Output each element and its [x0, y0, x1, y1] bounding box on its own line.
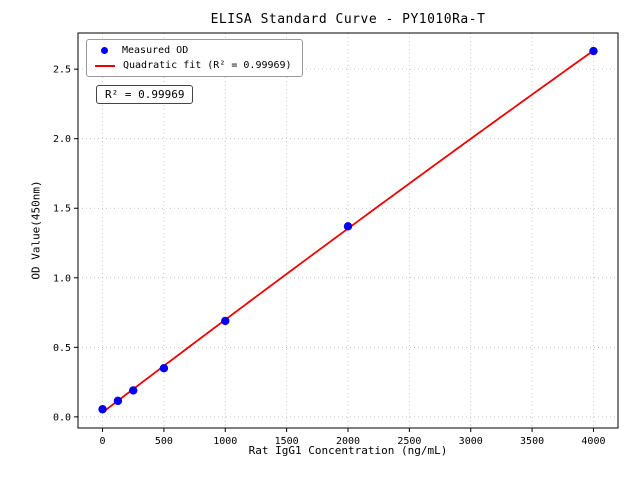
legend-label: Measured OD — [122, 45, 189, 56]
data-point — [343, 222, 353, 231]
legend-label: Quadratic fit (R² = 0.99969) — [123, 60, 292, 71]
x-tick-label: 2500 — [397, 436, 421, 447]
legend-item-quadratic-fit: Quadratic fit (R² = 0.99969) — [95, 60, 292, 71]
r-squared-annotation: R² = 0.99969 — [96, 85, 194, 104]
x-tick-label: 1500 — [275, 436, 299, 447]
data-point — [129, 386, 138, 395]
data-point — [221, 316, 230, 326]
y-tick-label: 0.5 — [53, 343, 71, 354]
x-tick-label: 3000 — [459, 436, 483, 447]
data-point — [589, 46, 598, 56]
scatter-marker-icon — [101, 47, 108, 54]
x-tick-label: 1000 — [213, 436, 237, 447]
data-point — [98, 405, 107, 414]
data-point — [159, 363, 169, 373]
y-tick-label: 2.0 — [53, 134, 71, 145]
y-tick-label: 1.5 — [53, 204, 71, 215]
x-tick-label: 4000 — [581, 436, 605, 447]
chart-title: ELISA Standard Curve - PY1010Ra-T — [210, 12, 486, 27]
legend: Measured OD Quadratic fit (R² = 0.99969) — [86, 39, 303, 77]
x-axis-label: Rat IgG1 Concentration (ng/mL) — [248, 444, 448, 457]
y-tick-label: 0.0 — [53, 412, 71, 423]
line-marker-icon — [95, 64, 115, 67]
x-tick-label: 2000 — [336, 436, 360, 447]
quadratic-fit-line — [102, 49, 594, 414]
y-tick-label: 1.0 — [53, 273, 71, 284]
x-tick-label: 0 — [100, 436, 106, 447]
x-tick-label: 3500 — [520, 436, 544, 447]
data-point — [113, 396, 123, 406]
legend-item-measured-od: Measured OD — [95, 45, 292, 56]
y-tick-label: 2.5 — [53, 65, 71, 76]
x-tick-label: 500 — [155, 436, 173, 447]
